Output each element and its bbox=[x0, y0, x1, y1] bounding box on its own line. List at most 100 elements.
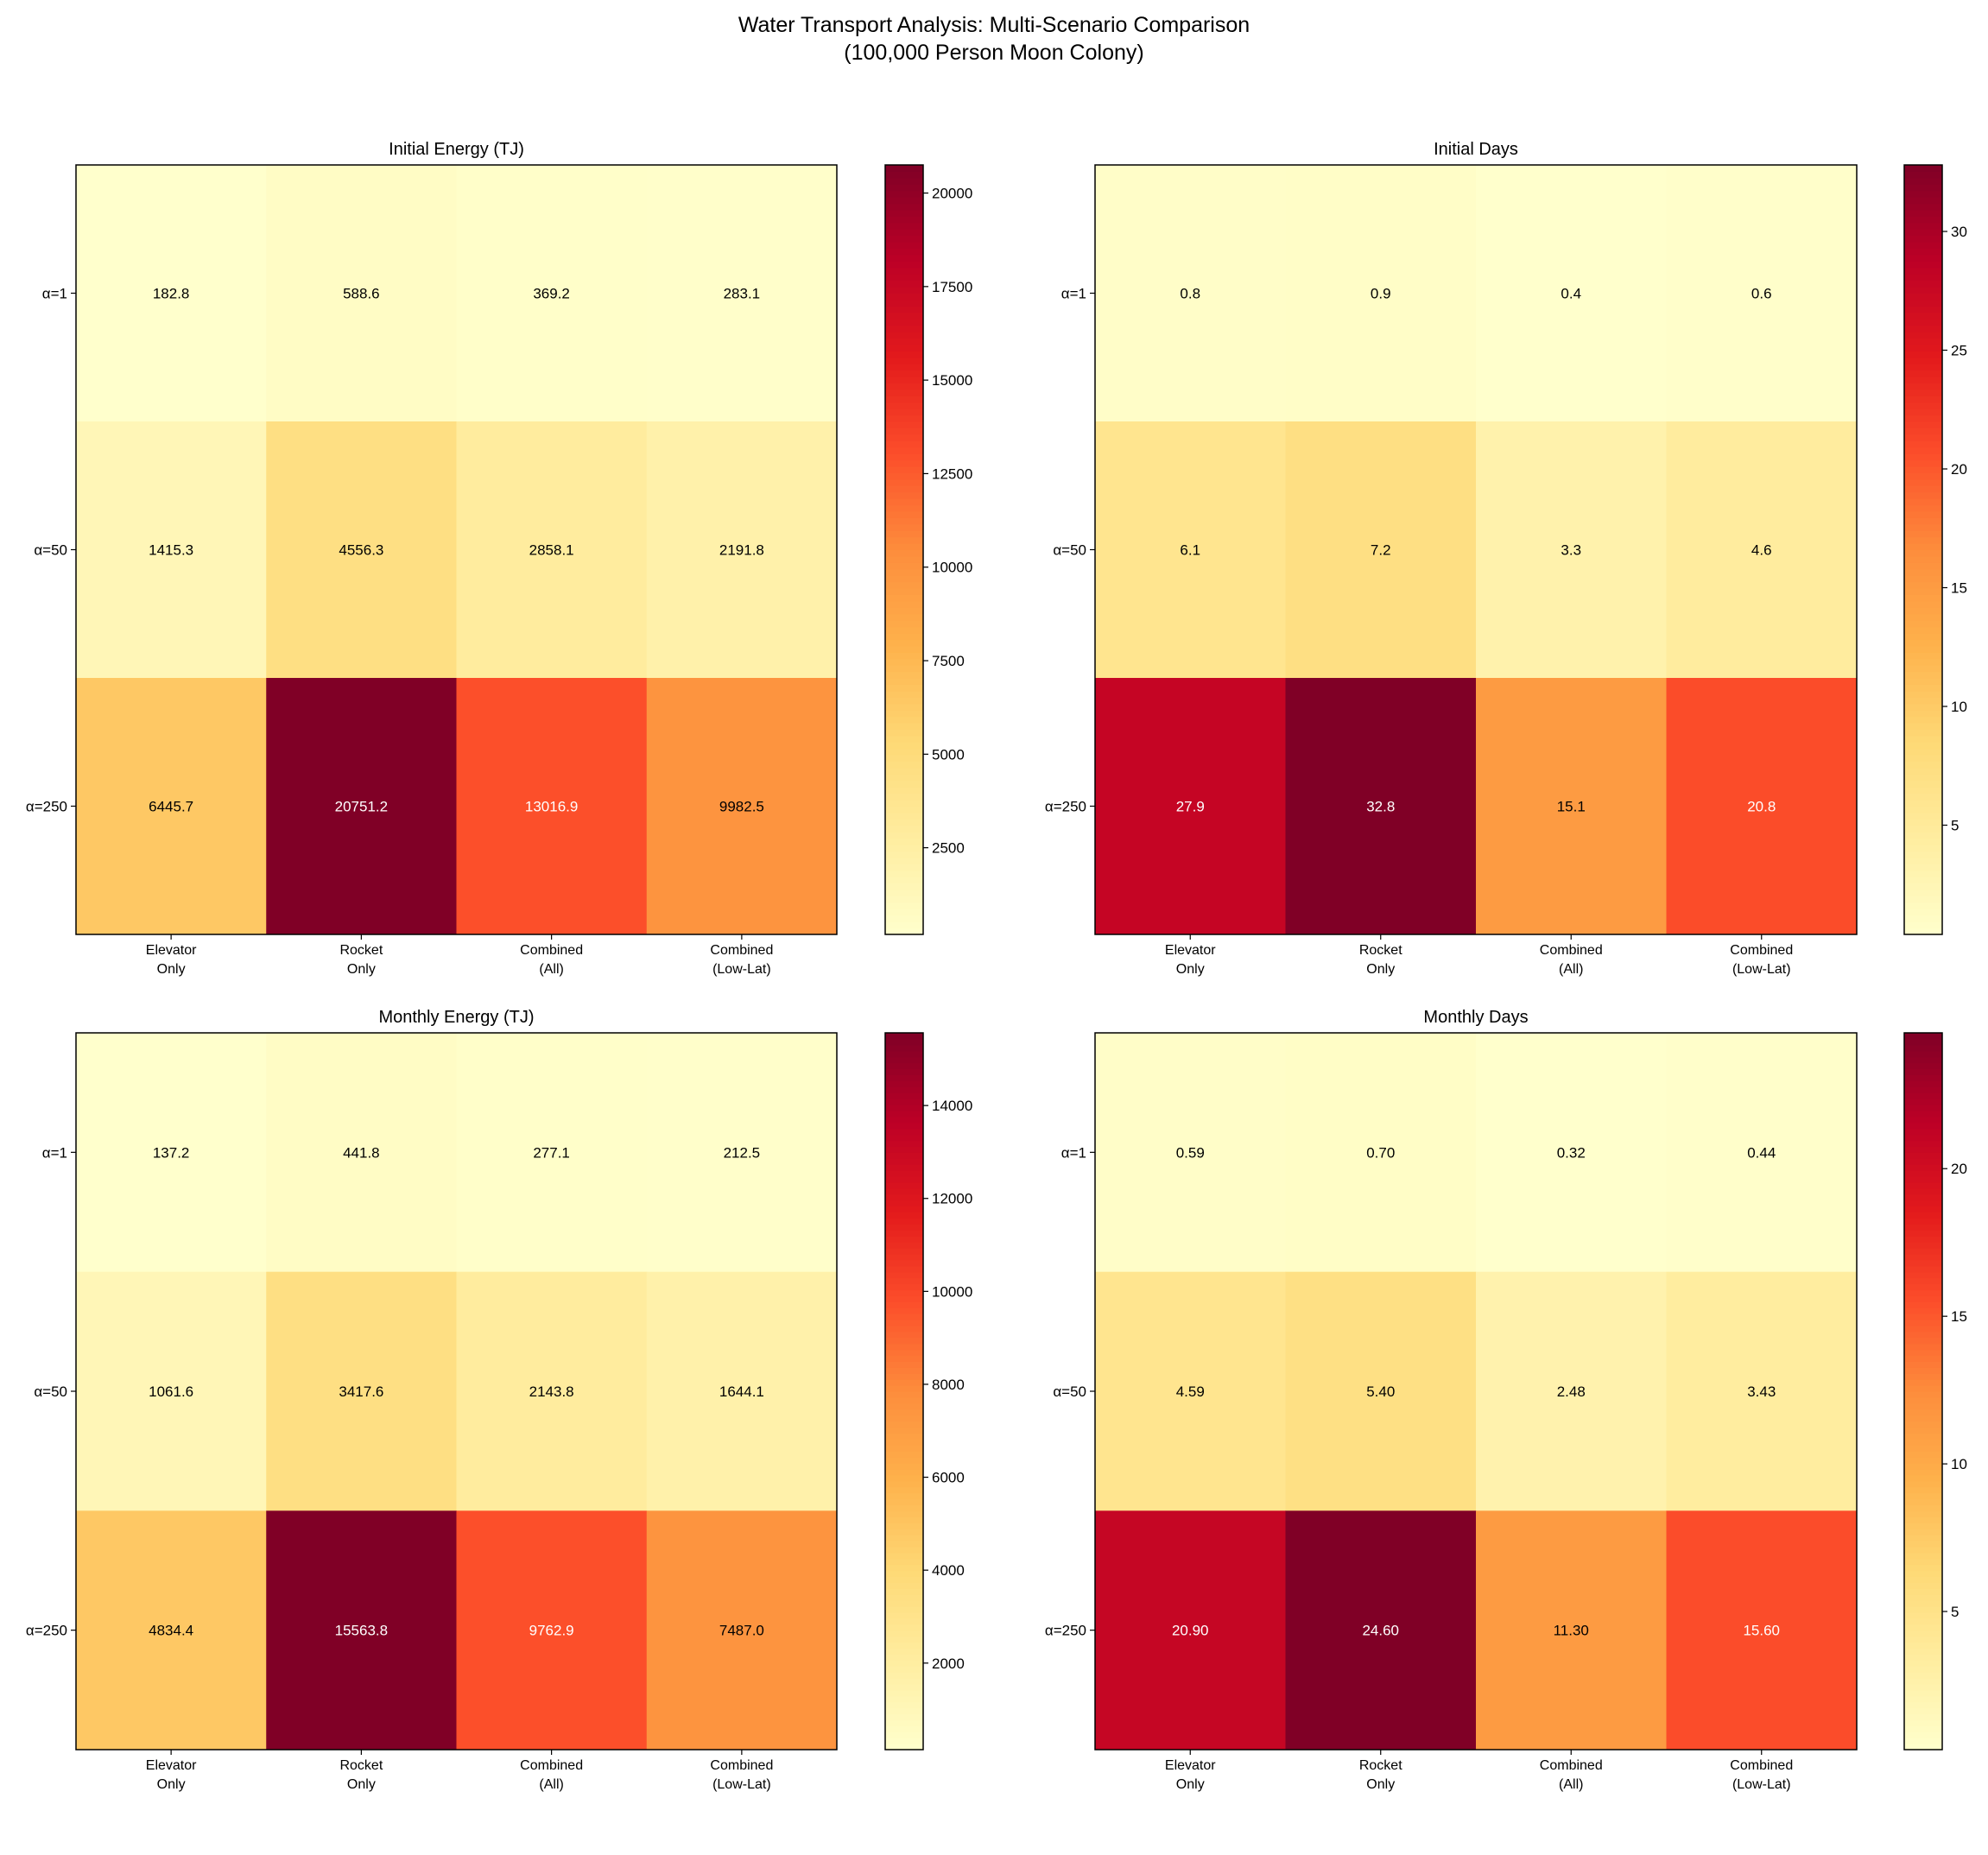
colorbar-segment bbox=[885, 1409, 923, 1416]
colorbar-segment bbox=[885, 510, 923, 518]
colorbar-tick-label: 20 bbox=[1951, 461, 1967, 478]
colorbar-segment bbox=[885, 1618, 923, 1625]
colorbar-segment bbox=[885, 1206, 923, 1213]
colorbar-segment bbox=[885, 1732, 923, 1738]
colorbar-segment bbox=[885, 575, 923, 583]
colorbar-segment bbox=[1904, 1134, 1942, 1142]
colorbar-segment bbox=[1904, 588, 1942, 596]
colorbar-tick-label: 10 bbox=[1951, 1456, 1967, 1472]
colorbar-segment bbox=[885, 1523, 923, 1529]
subplot-title: Initial Energy (TJ) bbox=[389, 140, 524, 159]
colorbar-segment bbox=[1904, 1050, 1942, 1058]
y-tick-label: α=250 bbox=[26, 1623, 67, 1639]
colorbar-segment bbox=[1904, 427, 1942, 435]
colorbar-segment bbox=[1904, 1552, 1942, 1560]
colorbar-segment bbox=[885, 562, 923, 570]
colorbar-segment bbox=[885, 1385, 923, 1392]
x-tick-label: Rocket Only bbox=[339, 1758, 383, 1792]
heatmap-cell bbox=[1476, 1271, 1667, 1511]
colorbar-segment bbox=[1904, 523, 1942, 531]
cell-value-label: 5.40 bbox=[1366, 1383, 1395, 1400]
colorbar-segment bbox=[1904, 665, 1942, 673]
colorbar-segment bbox=[885, 332, 923, 339]
cell-value-label: 9762.9 bbox=[529, 1623, 574, 1639]
colorbar-segment bbox=[885, 1301, 923, 1308]
colorbar-segment bbox=[1904, 1738, 1942, 1744]
cell-value-label: 2143.8 bbox=[529, 1383, 574, 1400]
colorbar-tick-label: 5000 bbox=[932, 746, 965, 763]
colorbar-segment bbox=[1904, 1564, 1942, 1572]
colorbar-segment bbox=[1904, 1445, 1942, 1452]
colorbar-segment bbox=[1904, 1218, 1942, 1225]
colorbar-segment bbox=[885, 613, 923, 621]
colorbar-segment bbox=[1904, 1707, 1942, 1715]
colorbar-segment bbox=[885, 1713, 923, 1721]
colorbar-segment bbox=[885, 383, 923, 390]
colorbar-segment bbox=[1904, 1038, 1942, 1046]
colorbar-segment bbox=[885, 1624, 923, 1631]
heatmap-cell bbox=[1095, 421, 1286, 679]
x-tick-label: Combined (Low-Lat) bbox=[710, 943, 773, 977]
heatmap-cell bbox=[1666, 421, 1858, 679]
colorbar-segment bbox=[885, 1181, 923, 1189]
colorbar-tick-label: 14000 bbox=[932, 1098, 972, 1114]
colorbar-segment bbox=[1904, 543, 1942, 551]
colorbar-segment bbox=[1904, 1271, 1942, 1279]
colorbar-segment bbox=[885, 190, 923, 198]
colorbar-segment bbox=[1904, 1415, 1942, 1422]
colorbar-segment bbox=[1904, 1164, 1942, 1171]
colorbar-segment bbox=[1904, 1343, 1942, 1351]
colorbar-segment bbox=[885, 1105, 923, 1111]
cell-value-label: 0.8 bbox=[1180, 286, 1200, 302]
colorbar-segment bbox=[1904, 530, 1942, 538]
colorbar-segment bbox=[1904, 235, 1942, 243]
colorbar-segment bbox=[885, 690, 923, 698]
colorbar-segment bbox=[885, 1307, 923, 1314]
colorbar-segment bbox=[885, 626, 923, 634]
heatmap-cell bbox=[76, 421, 267, 679]
x-tick-label: Rocket Only bbox=[1359, 943, 1402, 977]
colorbar-segment bbox=[1904, 1146, 1942, 1153]
colorbar-segment bbox=[885, 1540, 923, 1548]
colorbar-segment bbox=[1904, 287, 1942, 294]
colorbar-frame bbox=[884, 1032, 924, 1751]
colorbar-segment bbox=[885, 581, 923, 589]
cell-value-label: 0.6 bbox=[1751, 286, 1772, 302]
colorbar-segment bbox=[1904, 645, 1942, 653]
colorbar-segment bbox=[1904, 1295, 1942, 1302]
colorbar-segment bbox=[1904, 446, 1942, 454]
colorbar-segment bbox=[885, 1092, 923, 1099]
colorbar-segment bbox=[1904, 325, 1942, 332]
cell-value-label: 4.59 bbox=[1176, 1383, 1205, 1400]
colorbar-segment bbox=[885, 1062, 923, 1070]
colorbar-segment bbox=[1904, 767, 1942, 775]
heatmap-cell bbox=[456, 165, 648, 422]
colorbar-segment bbox=[1904, 1719, 1942, 1726]
colorbar-segment bbox=[885, 1128, 923, 1136]
colorbar-segment bbox=[885, 1719, 923, 1726]
colorbar-segment bbox=[885, 890, 923, 897]
colorbar-segment bbox=[1904, 1277, 1942, 1285]
colorbar-segment bbox=[1904, 1594, 1942, 1601]
colorbar-segment bbox=[1904, 504, 1942, 512]
colorbar-segment bbox=[1904, 568, 1942, 576]
cell-value-label: 2858.1 bbox=[529, 542, 574, 559]
colorbar-segment bbox=[1904, 1546, 1942, 1554]
colorbar-segment bbox=[1904, 1074, 1942, 1081]
colorbar-segment bbox=[885, 415, 923, 422]
colorbar-segment bbox=[885, 344, 923, 351]
colorbar-segment bbox=[1904, 1660, 1942, 1667]
cell-value-label: 283.1 bbox=[724, 286, 761, 302]
colorbar-segment bbox=[1904, 722, 1942, 730]
colorbar-segment bbox=[885, 1283, 923, 1291]
colorbar-segment bbox=[1904, 1683, 1942, 1691]
colorbar-segment bbox=[885, 1415, 923, 1422]
colorbar-segment bbox=[885, 921, 923, 929]
colorbar-segment bbox=[1904, 742, 1942, 750]
colorbar-segment bbox=[1904, 344, 1942, 351]
heatmap-cell bbox=[1095, 165, 1286, 422]
colorbar-segment bbox=[1904, 1176, 1942, 1183]
colorbar-segment bbox=[1904, 510, 1942, 518]
colorbar-segment bbox=[1904, 703, 1942, 711]
colorbar-segment bbox=[1904, 1193, 1942, 1201]
